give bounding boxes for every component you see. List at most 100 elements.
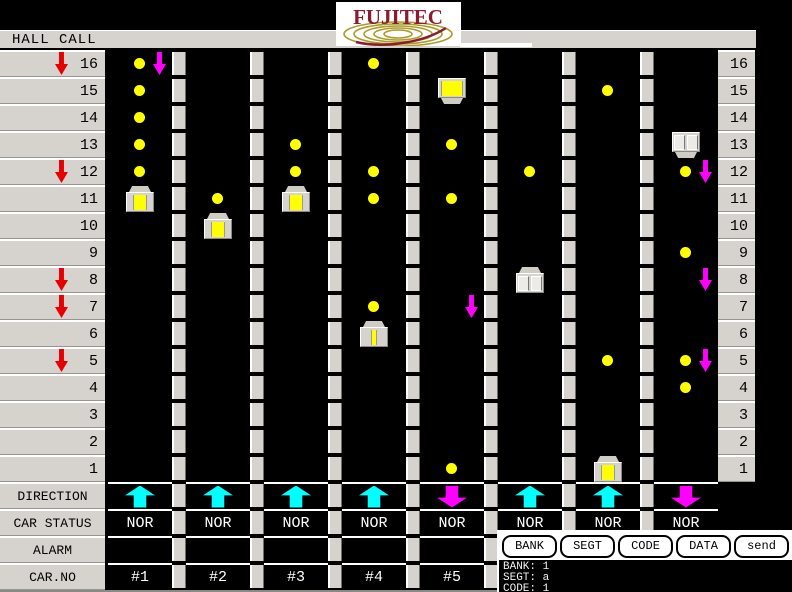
shaft-divider-segment [406, 430, 420, 453]
shaft-divider-segment [640, 295, 654, 318]
floor-cell-left-11[interactable]: 11 [0, 185, 105, 212]
shaft-divider-segment [172, 349, 186, 372]
floor-cell-right-12[interactable]: 12 [718, 158, 755, 185]
car-call-dot-floor-16 [368, 58, 379, 69]
code-button[interactable]: CODE [618, 534, 673, 558]
floor-cell-left-15[interactable]: 15 [0, 77, 105, 104]
car-body-doors-open [282, 192, 310, 212]
segt-button[interactable]: SEGT [560, 534, 615, 558]
shaft-divider-segment [484, 214, 498, 237]
floor-cell-right-5[interactable]: 5 [718, 347, 755, 374]
car-call-dot-floor-13 [134, 139, 145, 150]
shaft-divider-segment [250, 457, 264, 480]
floor-cell-left-5[interactable]: 5 [0, 347, 105, 374]
floor-cell-right-8[interactable]: 8 [718, 266, 755, 293]
data-button[interactable]: DATA [676, 534, 731, 558]
floor-cell-left-8[interactable]: 8 [0, 266, 105, 293]
floor-cell-right-13[interactable]: 13 [718, 131, 755, 158]
floor-cell-right-4[interactable]: 4 [718, 374, 755, 401]
assigned-down-arrow-floor-8 [699, 268, 712, 291]
floor-cell-left-1[interactable]: 1 [0, 455, 105, 482]
direction-up-arrow [281, 485, 311, 508]
shaft-divider-segment [250, 160, 264, 183]
car-door-panel [687, 134, 698, 150]
car-call-dot-floor-5 [680, 355, 691, 366]
shaft-divider-segment [562, 214, 576, 237]
row-label-direction: DIRECTION [0, 482, 105, 509]
car-call-dot-floor-12 [524, 166, 535, 177]
direction-cell-shaft-2 [186, 482, 250, 509]
car-call-dot-floor-11 [368, 193, 379, 204]
shaft-divider-segment [328, 511, 342, 534]
direction-up-arrow [593, 485, 623, 508]
car-body-doors-open [126, 192, 154, 212]
shaft-divider-segment [250, 241, 264, 264]
shaft-divider-segment [406, 106, 420, 129]
assigned-down-arrow-floor-16 [153, 52, 166, 75]
shaft-divider-segment [640, 403, 654, 426]
shaft-divider-segment [406, 511, 420, 534]
shaft-divider-segment [172, 133, 186, 156]
car-direction-cap-up [285, 186, 307, 192]
shaft-divider-segment [484, 322, 498, 345]
shaft-divider-segment [250, 187, 264, 210]
car-direction-cap-up [519, 267, 541, 273]
car-call-dot-floor-11 [212, 193, 223, 204]
shaft-divider-segment [562, 322, 576, 345]
shaft-divider-segment [562, 79, 576, 102]
shaft-divider-segment [562, 106, 576, 129]
shaft-divider-segment [406, 52, 420, 75]
car-direction-cap-down [441, 98, 463, 104]
shaft-divider-segment [562, 241, 576, 264]
shaft-divider-segment [406, 484, 420, 507]
floor-cell-right-7[interactable]: 7 [718, 293, 755, 320]
floor-cell-left-16[interactable]: 16 [0, 50, 105, 77]
direction-cell-shaft-4 [342, 482, 406, 509]
floor-cell-right-14[interactable]: 14 [718, 104, 755, 131]
shaft-divider-segment [484, 457, 498, 480]
shaft-divider-segment [640, 214, 654, 237]
floor-cell-left-14[interactable]: 14 [0, 104, 105, 131]
shaft-divider-segment [250, 430, 264, 453]
console-line: SEGT: a [503, 572, 550, 584]
floor-cell-left-12[interactable]: 12 [0, 158, 105, 185]
car-interior-light [601, 464, 615, 480]
floor-cell-left-3[interactable]: 3 [0, 401, 105, 428]
floor-cell-right-16[interactable]: 16 [718, 50, 755, 77]
shaft-divider-segment [484, 106, 498, 129]
car-door-panel [674, 134, 685, 150]
floor-cell-right-2[interactable]: 2 [718, 428, 755, 455]
shaft-divider-segment [250, 106, 264, 129]
shaft-divider-segment [172, 376, 186, 399]
floor-cell-left-13[interactable]: 13 [0, 131, 105, 158]
floor-cell-right-15[interactable]: 15 [718, 77, 755, 104]
shaft-divider-segment [172, 484, 186, 507]
floor-cell-right-11[interactable]: 11 [718, 185, 755, 212]
floor-cell-left-7[interactable]: 7 [0, 293, 105, 320]
shaft-divider-segment [484, 79, 498, 102]
floor-cell-left-2[interactable]: 2 [0, 428, 105, 455]
floor-cell-right-1[interactable]: 1 [718, 455, 755, 482]
floor-cell-left-10[interactable]: 10 [0, 212, 105, 239]
shaft-divider-segment [172, 565, 186, 588]
floor-cell-left-4[interactable]: 4 [0, 374, 105, 401]
floor-cell-right-9[interactable]: 9 [718, 239, 755, 266]
bank-button[interactable]: BANK [502, 534, 557, 558]
car-body-doors-closed [516, 273, 544, 293]
floor-cell-left-9[interactable]: 9 [0, 239, 105, 266]
car-direction-cap-up [363, 321, 385, 327]
car-no-cell-shaft-3: #3 [264, 563, 328, 590]
shaft-divider-segment [640, 106, 654, 129]
shaft-divider-segment [172, 214, 186, 237]
floor-cell-right-6[interactable]: 6 [718, 320, 755, 347]
car-body-doors-ajar [360, 327, 388, 347]
shaft-divider-segment [172, 511, 186, 534]
console-line: CODE: 1 [503, 583, 550, 592]
send-button[interactable]: send [734, 534, 789, 558]
floor-cell-right-3[interactable]: 3 [718, 401, 755, 428]
floor-cell-right-10[interactable]: 10 [718, 212, 755, 239]
car-call-dot-floor-12 [368, 166, 379, 177]
car-interior-light [133, 194, 147, 210]
floor-cell-left-6[interactable]: 6 [0, 320, 105, 347]
